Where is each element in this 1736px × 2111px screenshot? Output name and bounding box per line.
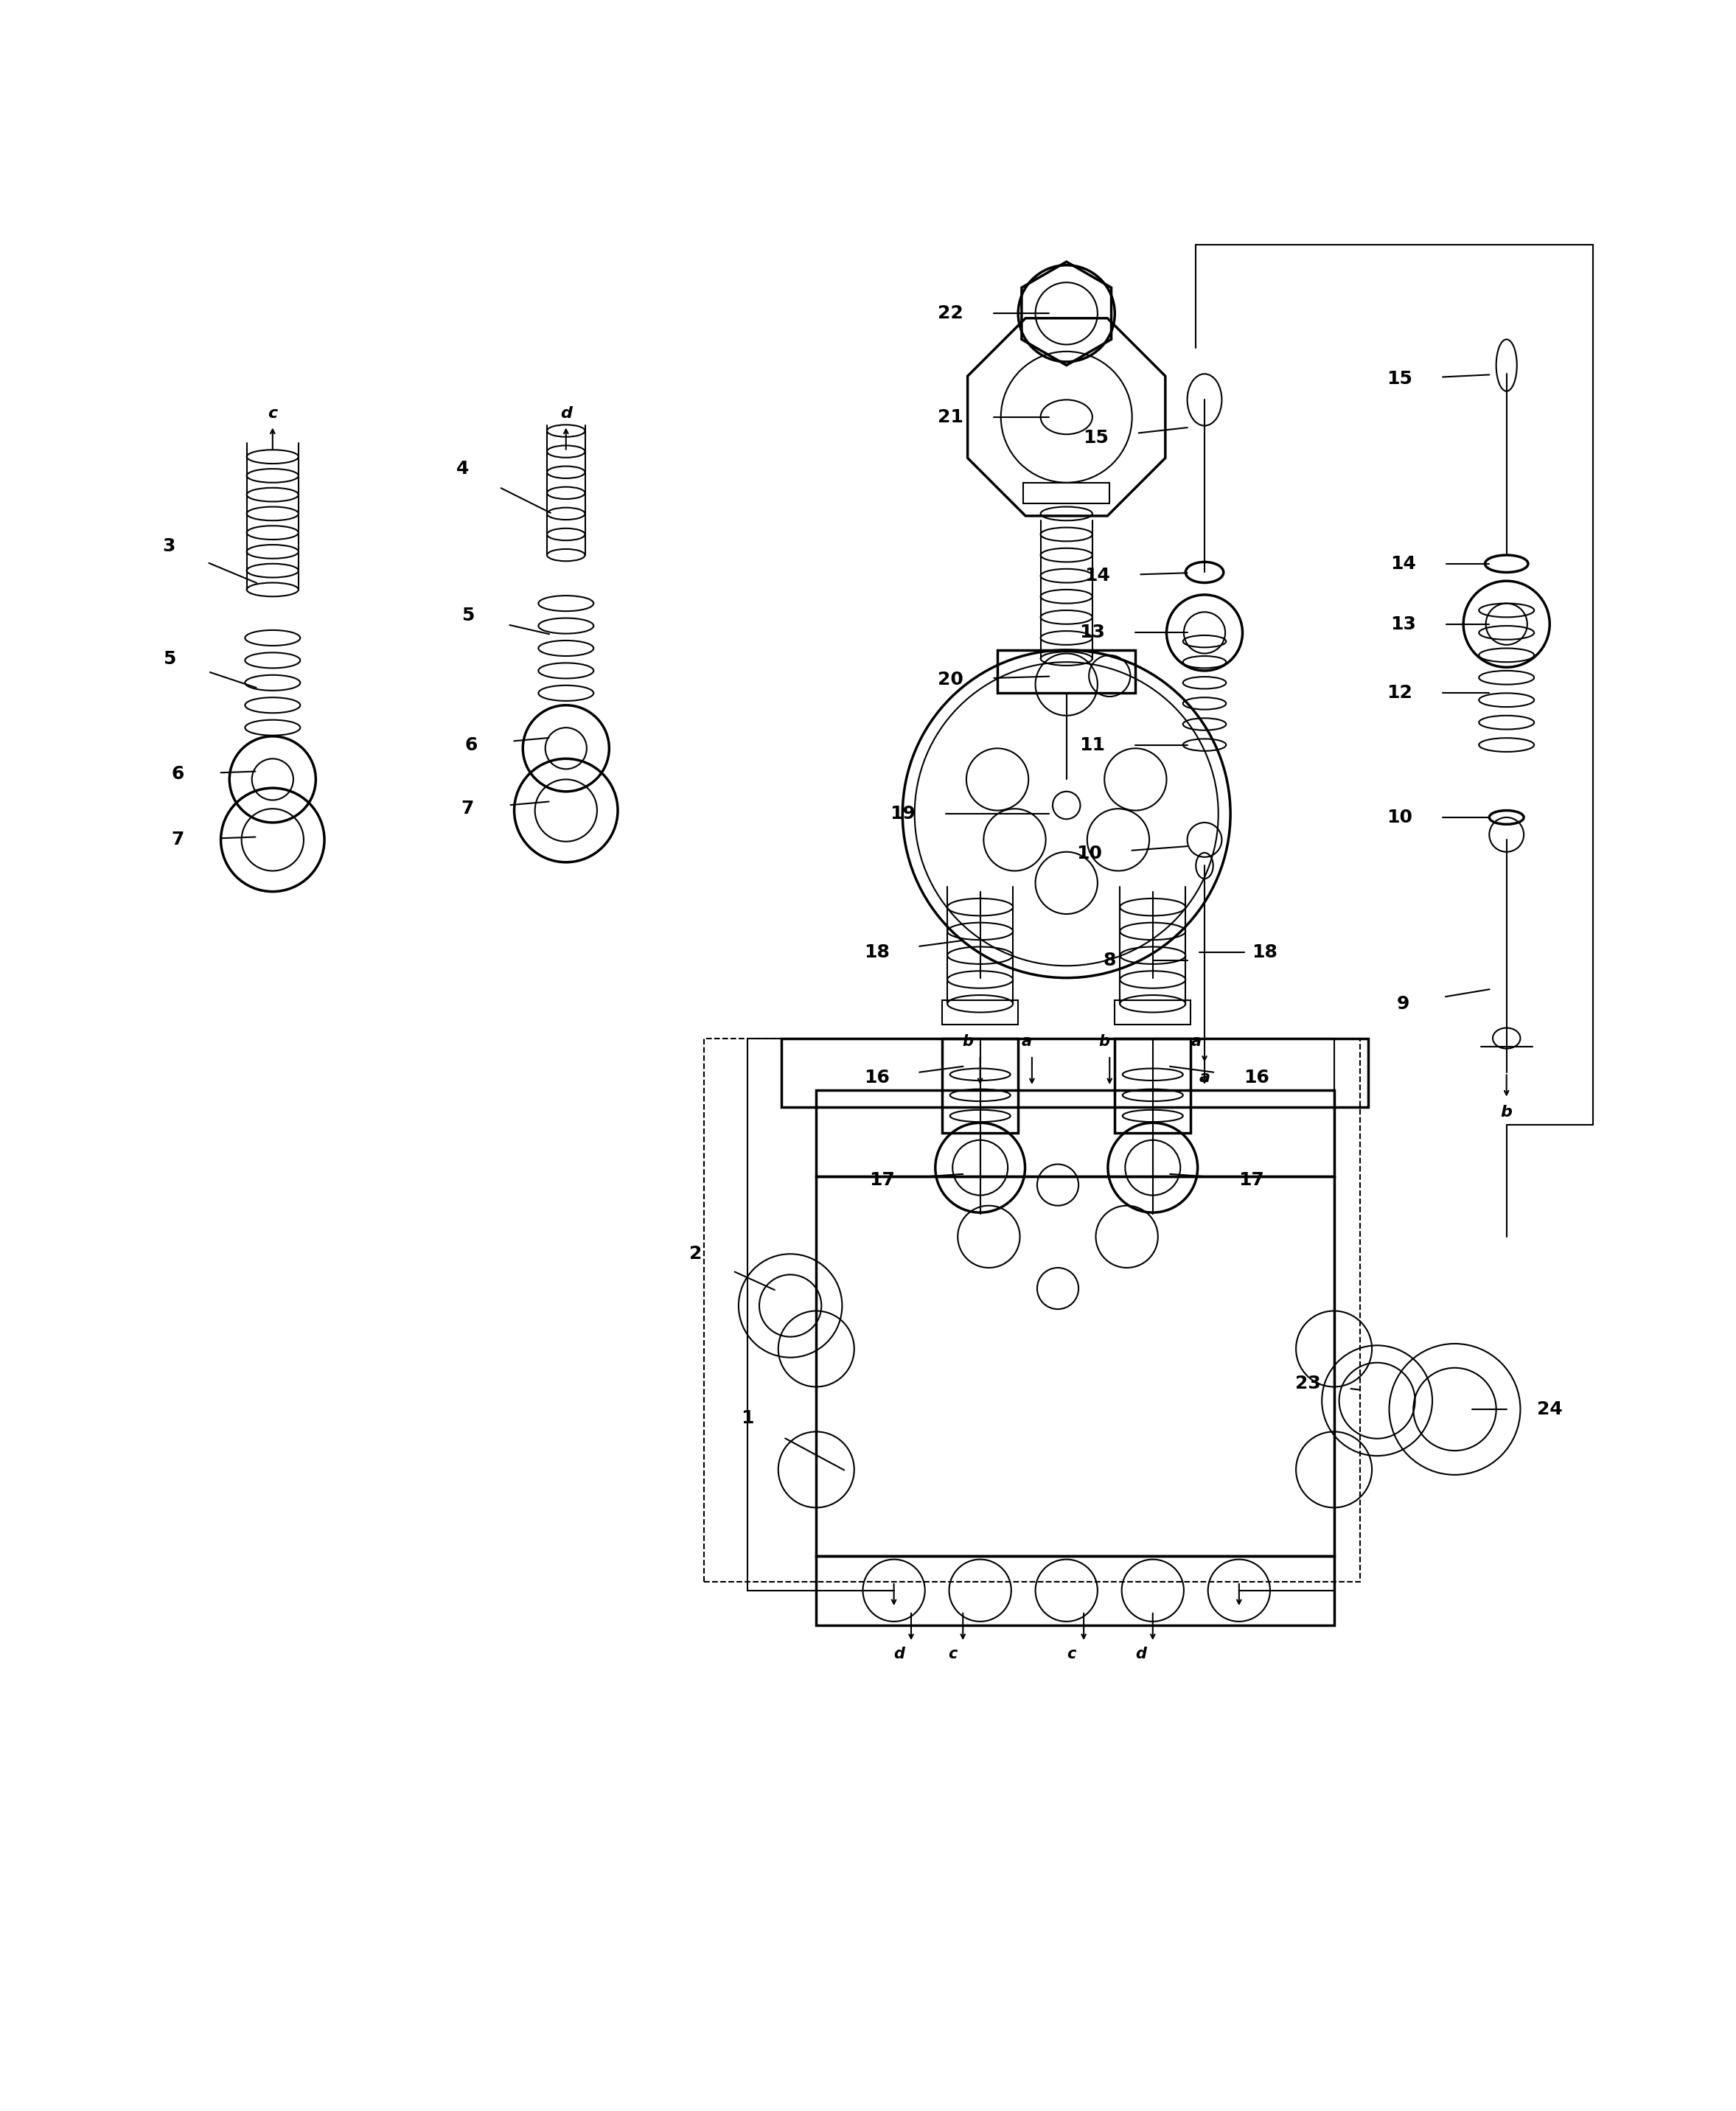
Text: 19: 19 xyxy=(889,804,915,823)
Text: 24: 24 xyxy=(1536,1400,1562,1419)
Bar xyxy=(816,1176,1333,1556)
Text: 15: 15 xyxy=(1387,369,1413,388)
Text: 12: 12 xyxy=(1387,684,1413,703)
Text: 5: 5 xyxy=(163,650,175,667)
Text: b: b xyxy=(1500,1104,1512,1119)
Text: 10: 10 xyxy=(1076,844,1102,863)
Bar xyxy=(816,1089,1333,1176)
Text: c: c xyxy=(948,1647,957,1661)
Bar xyxy=(1115,1001,1191,1024)
Text: 7: 7 xyxy=(172,832,184,849)
Text: c: c xyxy=(267,405,278,420)
Bar xyxy=(943,1039,1017,1134)
Text: 4: 4 xyxy=(457,460,469,477)
Text: a: a xyxy=(1191,1034,1201,1049)
Text: b: b xyxy=(1099,1034,1109,1049)
Text: 17: 17 xyxy=(1238,1172,1264,1188)
Text: 13: 13 xyxy=(1080,625,1106,642)
Text: 6: 6 xyxy=(465,737,477,754)
Bar xyxy=(943,1001,1017,1024)
Text: 17: 17 xyxy=(870,1172,894,1188)
Text: 16: 16 xyxy=(1243,1068,1269,1087)
Text: a: a xyxy=(1200,1070,1210,1085)
Text: 10: 10 xyxy=(1387,809,1413,825)
Text: 14: 14 xyxy=(1391,555,1417,572)
Text: 9: 9 xyxy=(1396,994,1410,1013)
Text: d: d xyxy=(1135,1647,1146,1661)
Bar xyxy=(781,1039,1368,1108)
Text: a: a xyxy=(1021,1034,1031,1049)
Text: 7: 7 xyxy=(462,800,474,817)
Text: 18: 18 xyxy=(1252,944,1278,961)
Text: 5: 5 xyxy=(462,606,474,625)
Text: 3: 3 xyxy=(163,538,175,555)
Text: 13: 13 xyxy=(1391,614,1417,633)
Text: 1: 1 xyxy=(741,1408,753,1427)
Text: 16: 16 xyxy=(865,1068,889,1087)
Text: 2: 2 xyxy=(689,1245,701,1262)
Text: 11: 11 xyxy=(1080,737,1106,754)
Text: c: c xyxy=(1068,1647,1076,1661)
Bar xyxy=(705,1039,1359,1581)
Text: b: b xyxy=(962,1034,974,1049)
Text: 20: 20 xyxy=(937,671,963,688)
Text: 14: 14 xyxy=(1085,568,1111,585)
Text: d: d xyxy=(561,405,571,420)
Text: d: d xyxy=(894,1647,904,1661)
Bar xyxy=(1115,1039,1191,1134)
Text: 18: 18 xyxy=(865,944,889,961)
Text: 8: 8 xyxy=(1102,952,1116,969)
Text: 22: 22 xyxy=(937,304,963,323)
Bar xyxy=(998,650,1135,692)
Bar xyxy=(816,1556,1333,1625)
Text: 15: 15 xyxy=(1083,429,1109,448)
Text: 21: 21 xyxy=(937,407,963,426)
Text: 23: 23 xyxy=(1295,1374,1321,1393)
Bar xyxy=(1023,483,1109,502)
Text: 6: 6 xyxy=(172,766,184,783)
